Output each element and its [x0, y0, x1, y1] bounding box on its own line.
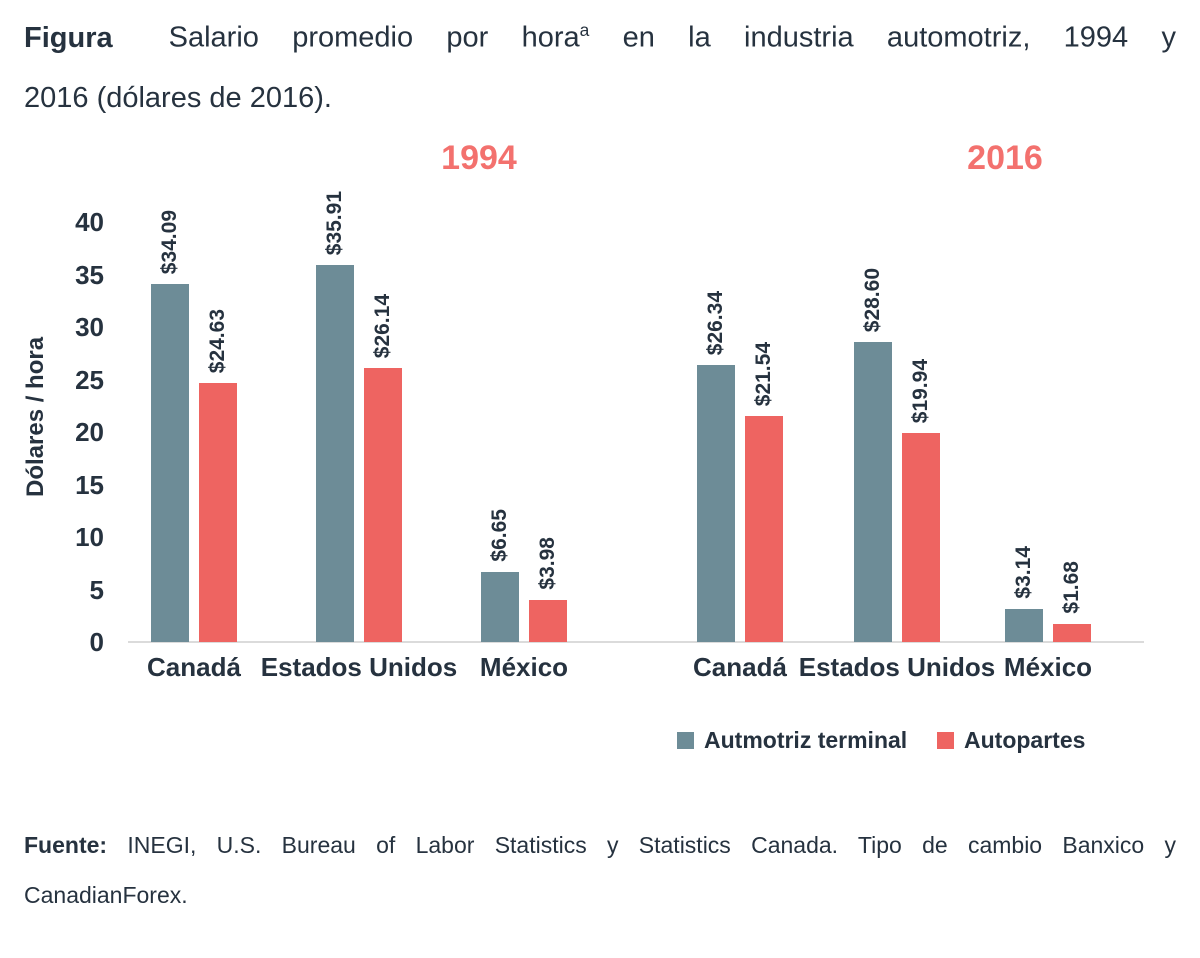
bar-autmotriz-terminal	[151, 284, 189, 642]
bar-autmotriz-terminal	[1005, 609, 1043, 642]
y-tick-label: 40	[75, 207, 104, 237]
y-tick-label: 20	[75, 417, 104, 447]
bar-autopartes	[199, 383, 237, 642]
y-tick-label: 25	[75, 364, 104, 395]
bar-value-label: $3.14	[1012, 546, 1035, 599]
bar-value-label: $3.98	[536, 537, 559, 590]
x-axis-baseline	[128, 641, 1144, 643]
bar-value-label: $26.14	[371, 293, 394, 358]
category-label-canad-: Canadá	[693, 652, 787, 682]
category-label-estados-unidos: Estados Unidos	[260, 652, 458, 682]
legend-label: Autopartes	[964, 727, 1086, 753]
y-axis-title: Dólares / hora	[22, 336, 49, 498]
bar-autmotriz-terminal	[854, 342, 892, 642]
category-label-m-xico: México	[1003, 652, 1093, 682]
legend-swatch-autmotriz-terminal	[677, 731, 694, 749]
year-label-1994: 1994	[441, 139, 517, 177]
bar-autopartes	[529, 600, 567, 642]
source-line1: Fuente: INEGI, U.S. Bureau of Labor Stat…	[24, 820, 1176, 870]
legend-item-autmotriz-terminal: Autmotriz terminal	[677, 727, 907, 753]
figure-title-line1: Figura Salario promedio por horaa en la i…	[24, 0, 1176, 68]
figure-label: Figura	[24, 21, 113, 54]
bar-autopartes	[1053, 624, 1091, 642]
figure-title-text-cont: en la industria automotriz, 1994 y	[589, 21, 1176, 54]
footnote-marker: a	[579, 20, 590, 40]
y-tick-label: 0	[89, 627, 104, 657]
legend-item-autopartes: Autopartes	[937, 727, 1085, 753]
bar-value-label: $24.63	[206, 308, 229, 373]
figure-title-text: Salario promedio por hora	[168, 21, 580, 54]
category-label-canad-: Canadá	[147, 652, 241, 682]
bar-value-label: $35.91	[323, 190, 346, 255]
y-tick-label: 10	[75, 522, 104, 552]
source-text: INEGI, U.S. Bureau of Labor Statistics y…	[107, 832, 1176, 858]
y-tick-label: 15	[75, 469, 104, 500]
bar-value-label: $34.09	[158, 209, 181, 274]
figure-title-line2: 2016 (dólares de 2016).	[24, 81, 332, 114]
bar-value-label: $19.94	[909, 358, 932, 423]
source-line2: CanadianForex.	[24, 882, 188, 908]
bar-value-label: $26.34	[704, 290, 727, 355]
year-label-2016: 2016	[967, 139, 1043, 177]
bar-autmotriz-terminal	[316, 265, 354, 642]
legend-label: Autmotriz terminal	[704, 727, 908, 753]
figure-title: Figura Salario promedio por horaa en la i…	[24, 0, 1176, 128]
y-tick-label: 30	[75, 312, 104, 342]
bar-value-label: $28.60	[861, 267, 884, 332]
bar-value-label: $21.54	[752, 341, 775, 406]
category-label-estados-unidos: Estados Unidos	[798, 652, 996, 682]
bar-value-label: $1.68	[1060, 561, 1083, 614]
bar-value-label: $6.65	[488, 509, 511, 562]
category-label-m-xico: México	[479, 652, 569, 682]
legend-swatch-autopartes	[937, 731, 954, 749]
y-tick-label: 5	[89, 574, 104, 605]
source-label: Fuente:	[24, 832, 108, 858]
bar-autopartes	[745, 416, 783, 642]
bar-autmotriz-terminal	[481, 572, 519, 642]
bar-autopartes	[902, 433, 940, 642]
bar-autopartes	[364, 368, 402, 642]
bar-autmotriz-terminal	[697, 365, 735, 642]
y-tick-label: 35	[75, 259, 104, 290]
